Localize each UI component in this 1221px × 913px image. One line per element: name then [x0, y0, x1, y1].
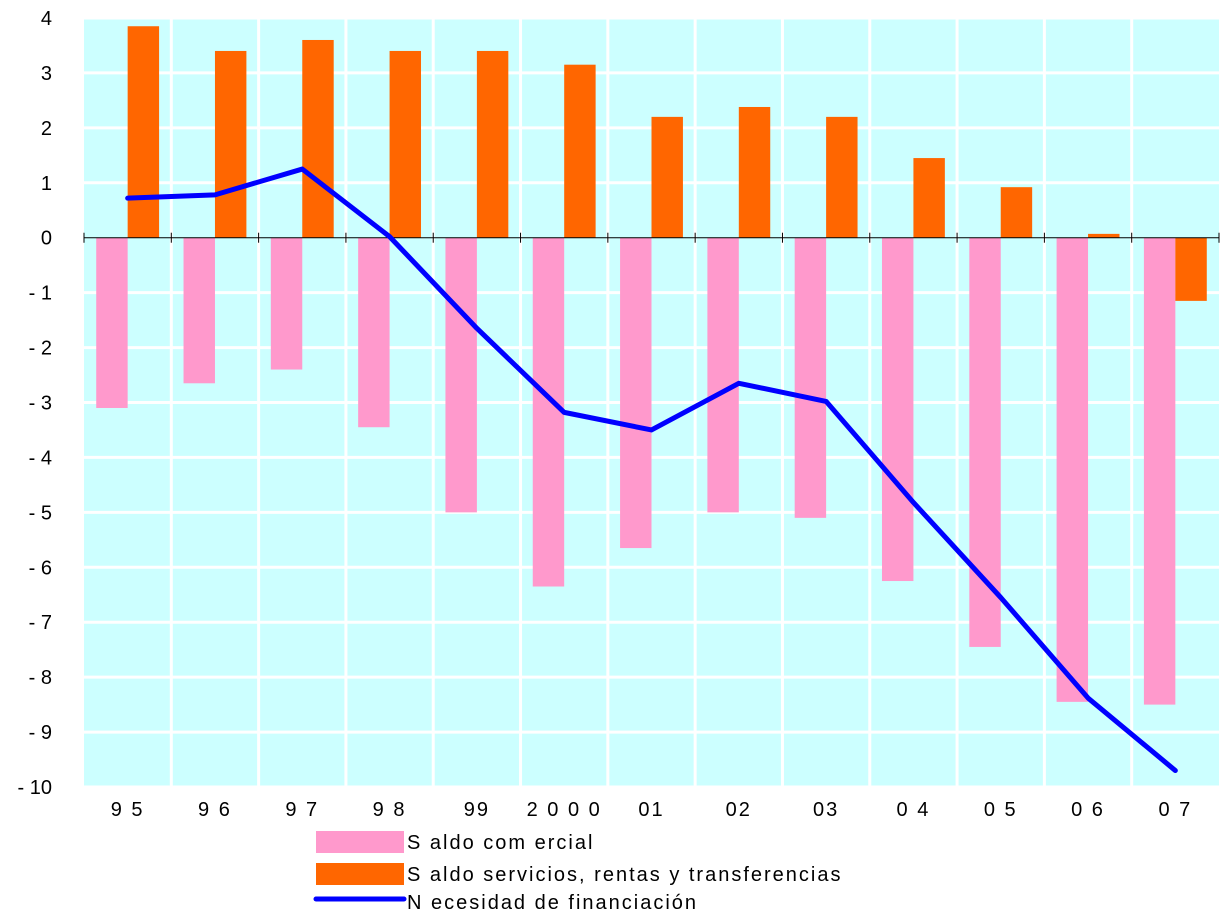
- x-tick-label: 0 5: [984, 799, 1018, 821]
- y-tick-label: 1: [41, 173, 52, 195]
- x-tick-label: 0 7: [1158, 799, 1192, 821]
- bar-saldo-servicios: [476, 50, 509, 238]
- y-tick-label: - 3: [29, 393, 52, 415]
- legend-label: N ecesidad de financiación: [407, 892, 698, 913]
- bar-saldo-comercial: [1143, 237, 1176, 705]
- bar-saldo-comercial: [270, 237, 303, 370]
- bar-saldo-comercial: [445, 237, 477, 513]
- x-tick-label: 01: [638, 799, 664, 821]
- x-tick-label: 02: [726, 799, 752, 821]
- plot-area: 4 3 2 1 0 - 1 - 2 - 3 - 4 - 5 - 6 - 7 - 8 - 9 - 10 9 5 9…: [18, 8, 1220, 821]
- bar-saldo-servicios: [564, 64, 596, 238]
- y-tick-label: - 2: [29, 338, 52, 360]
- bar-saldo-comercial: [881, 237, 914, 582]
- x-tick-label: 9 7: [285, 799, 319, 821]
- y-tick-label: 0: [41, 228, 52, 250]
- y-tick-label: - 6: [29, 557, 52, 579]
- x-tick-label: 9 5: [111, 799, 145, 821]
- bar-saldo-servicios: [214, 50, 247, 238]
- bar-saldo-comercial: [532, 237, 565, 587]
- bar-saldo-servicios: [1175, 237, 1207, 301]
- bar-saldo-comercial: [620, 237, 652, 549]
- bar-saldo-servicios: [389, 50, 422, 238]
- y-tick-label: 3: [41, 63, 52, 85]
- y-tick-label: - 8: [29, 667, 52, 689]
- y-tick-label: 4: [41, 8, 52, 30]
- bar-saldo-servicios: [651, 116, 683, 238]
- x-tick-label: 9 6: [198, 799, 232, 821]
- bar-saldo-servicios: [826, 116, 858, 238]
- legend-label: S aldo servicios, rentas y transferencia…: [407, 864, 843, 886]
- x-tick-label: 03: [813, 799, 839, 821]
- legend-swatch-saldo-comercial: [316, 831, 404, 853]
- bar-saldo-comercial: [183, 237, 215, 384]
- y-tick-label: 2: [41, 118, 52, 140]
- y-tick-label: - 9: [29, 722, 52, 744]
- bar-saldo-servicios: [1000, 187, 1033, 238]
- legend-swatch-saldo-servicios: [316, 863, 404, 885]
- bar-saldo-comercial: [794, 237, 827, 518]
- bar-saldo-servicios: [1088, 233, 1120, 238]
- y-tick-label: - 1: [29, 283, 52, 305]
- y-tick-label: - 7: [29, 612, 52, 634]
- x-tick-label: 0 4: [897, 799, 931, 821]
- x-tick-label: 2 0 0 0: [527, 799, 602, 821]
- bar-saldo-servicios: [127, 26, 160, 238]
- bar-saldo-servicios: [738, 106, 771, 238]
- bar-saldo-comercial: [96, 237, 128, 408]
- bar-saldo-comercial: [969, 237, 1001, 647]
- bar-saldo-comercial: [358, 237, 390, 428]
- x-tick-label: 0 6: [1071, 799, 1105, 821]
- y-tick-label: - 5: [29, 502, 52, 524]
- y-tick-label: - 4: [29, 447, 52, 469]
- bar-saldo-servicios: [302, 39, 334, 238]
- x-tick-label: 9 8: [373, 799, 407, 821]
- x-tick-label: 99: [464, 799, 490, 821]
- legend: S aldo com ercial S aldo servicios, renta…: [313, 831, 843, 913]
- bar-saldo-servicios: [913, 158, 945, 238]
- y-tick-label: - 10: [18, 777, 52, 799]
- bar-saldo-comercial: [1056, 237, 1089, 702]
- bar-saldo-comercial: [707, 237, 739, 513]
- legend-label: S aldo com ercial: [407, 832, 594, 854]
